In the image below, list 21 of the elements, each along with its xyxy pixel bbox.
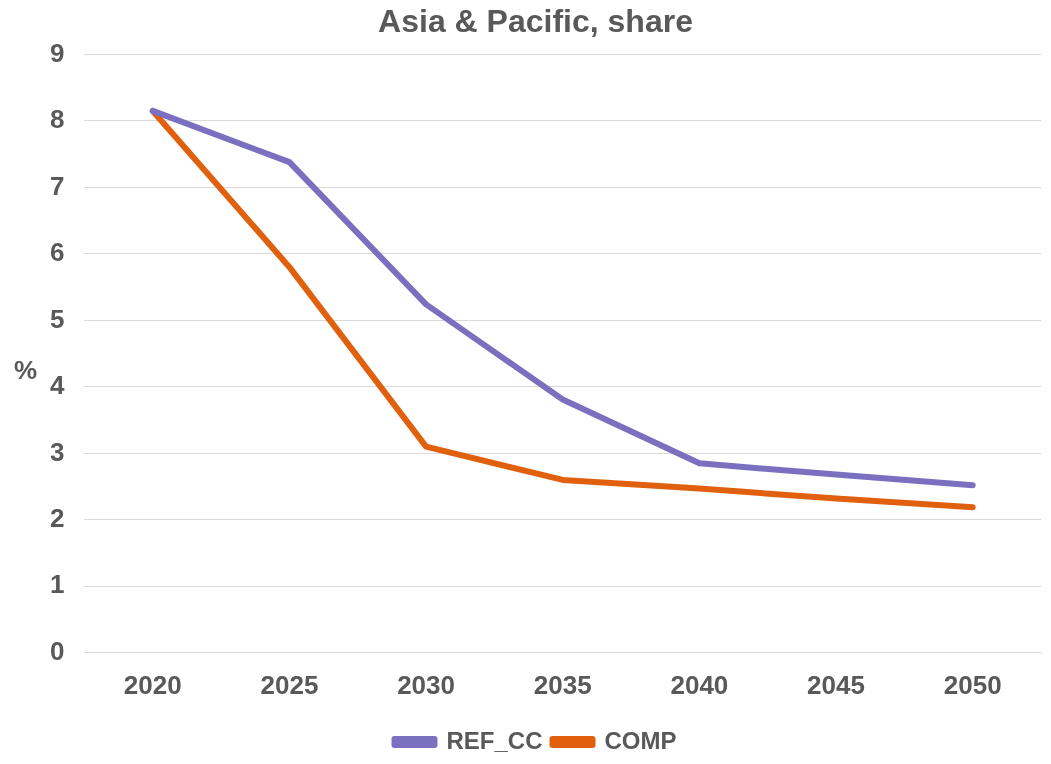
y-tick-label: 3 bbox=[49, 436, 65, 467]
x-tick-label: 2030 bbox=[397, 669, 455, 700]
y-tick-label: 7 bbox=[49, 170, 65, 201]
y-tick-label: 8 bbox=[49, 104, 65, 135]
x-tick-label: 2020 bbox=[123, 669, 182, 700]
chart-title: Asia & Pacific, share bbox=[378, 3, 693, 40]
y-tick-label: 4 bbox=[49, 370, 65, 401]
legend-label: COMP bbox=[604, 726, 677, 754]
x-tick-label: 2045 bbox=[807, 669, 865, 700]
legend-label: REF_CC bbox=[446, 726, 543, 754]
y-tick-label: 6 bbox=[49, 237, 65, 268]
y-tick-label: 9 bbox=[49, 37, 65, 68]
y-tick-label: 5 bbox=[49, 303, 65, 334]
x-tick-label: 2025 bbox=[260, 669, 319, 700]
x-tick-label: 2050 bbox=[943, 669, 1002, 700]
y-tick-label: 2 bbox=[49, 502, 65, 533]
x-tick-label: 2040 bbox=[670, 669, 729, 700]
y-tick-label: 0 bbox=[49, 635, 65, 666]
y-tick-label: 1 bbox=[49, 569, 65, 600]
x-tick-label: 2035 bbox=[533, 669, 592, 700]
y-axis-title: % bbox=[14, 355, 38, 386]
